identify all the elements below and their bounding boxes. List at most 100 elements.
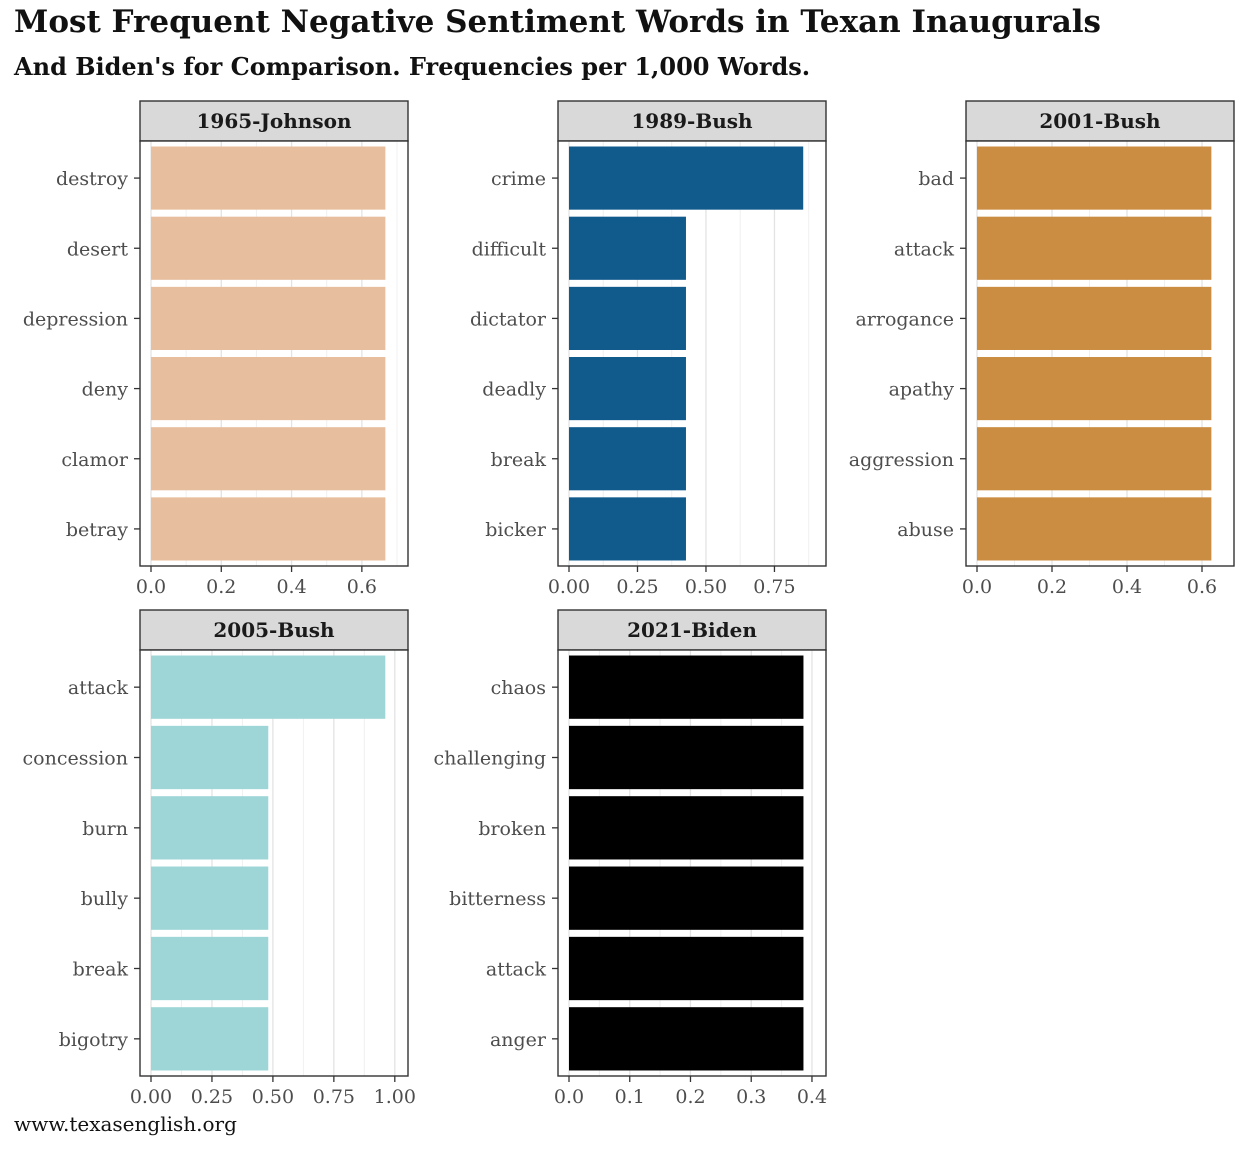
- x-tick-label: 0.2: [1037, 576, 1067, 598]
- x-tick-label: 0.0: [136, 576, 166, 598]
- y-tick-label: bicker: [485, 519, 547, 541]
- y-tick-label: deadly: [482, 379, 546, 401]
- bar: [569, 427, 686, 491]
- x-tick-label: 0.0: [554, 1086, 584, 1108]
- facet-strip: [557, 100, 827, 142]
- panel-border: [139, 649, 409, 1077]
- y-tick-label: bitterness: [449, 888, 546, 910]
- y-tick-label: crime: [491, 168, 546, 190]
- bar: [151, 725, 269, 790]
- y-tick-label: bad: [918, 168, 954, 190]
- bar: [569, 655, 804, 719]
- x-tick-label: 0.6: [1187, 576, 1217, 598]
- facet-panel: 1989-Bush crime difficult dictator deadly bre…: [470, 100, 827, 598]
- facet-strip: [557, 609, 827, 651]
- facet-strip-label: 2001-Bush: [1039, 109, 1161, 133]
- y-tick-label: attack: [894, 238, 955, 260]
- bar: [151, 497, 386, 561]
- facet-panel: 2021-Biden chaos challenging broken bitterne…: [434, 609, 827, 1108]
- panel-background: [966, 141, 1234, 566]
- bar: [151, 655, 386, 719]
- x-tick-label: 0.1: [615, 1086, 645, 1108]
- facet-strip: [139, 100, 409, 142]
- x-tick-label: 1.00: [374, 1086, 416, 1108]
- y-tick-label: concession: [23, 748, 128, 770]
- x-tick-label: 0.50: [252, 1086, 294, 1108]
- y-tick-label: clamor: [61, 449, 129, 471]
- y-tick-label: desert: [67, 238, 128, 260]
- x-tick-label: 0.0: [962, 576, 992, 598]
- bar: [977, 427, 1212, 491]
- x-tick-label: 0.00: [548, 576, 590, 598]
- y-tick-label: attack: [68, 677, 129, 699]
- bar: [569, 286, 686, 350]
- panel-background: [558, 141, 826, 566]
- bar: [151, 796, 269, 860]
- y-tick-label: bully: [81, 888, 129, 910]
- x-tick-label: 0.6: [347, 576, 377, 598]
- chart-title: Most Frequent Negative Sentiment Words i…: [14, 4, 1102, 40]
- bar: [569, 725, 804, 790]
- facet-strip-label: 2021-Biden: [627, 618, 757, 642]
- facet-strip-label: 1989-Bush: [631, 109, 753, 133]
- chart-caption: www.texasenglish.org: [14, 1112, 237, 1136]
- x-tick-label: 0.00: [130, 1086, 172, 1108]
- y-tick-label: attack: [486, 959, 547, 981]
- bar: [977, 497, 1212, 561]
- y-tick-label: difficult: [472, 238, 547, 260]
- y-tick-label: depression: [23, 308, 128, 330]
- x-tick-label: 0.3: [736, 1086, 766, 1108]
- x-tick-label: 0.4: [1112, 576, 1142, 598]
- y-tick-label: broken: [478, 818, 546, 840]
- x-tick-label: 0.50: [685, 576, 727, 598]
- y-tick-label: destroy: [56, 168, 128, 190]
- x-tick-label: 0.4: [276, 576, 306, 598]
- facet-panel: 2005-Bush attack concession burn bully break b…: [23, 609, 416, 1108]
- bar: [569, 216, 686, 280]
- bar: [977, 357, 1212, 421]
- bar: [977, 216, 1212, 280]
- facet-strip: [139, 609, 409, 651]
- bar: [151, 146, 386, 210]
- bar: [569, 497, 686, 561]
- bar: [151, 866, 269, 930]
- facet-panel: 1965-Johnson destroy desert depression deny c…: [23, 100, 409, 598]
- bar: [569, 866, 804, 930]
- bar: [151, 427, 386, 491]
- y-tick-label: abuse: [897, 519, 954, 541]
- panel-background: [140, 650, 408, 1076]
- panel-border: [557, 649, 827, 1077]
- x-tick-label: 0.25: [191, 1086, 233, 1108]
- x-tick-label: 0.75: [313, 1086, 355, 1108]
- bar: [977, 286, 1212, 350]
- facet-strip-label: 2005-Bush: [213, 618, 335, 642]
- x-tick-label: 0.2: [206, 576, 236, 598]
- y-tick-label: bigotry: [59, 1029, 129, 1051]
- y-tick-label: apathy: [889, 379, 955, 401]
- bar: [151, 1007, 269, 1071]
- chart-subtitle: And Biden's for Comparison. Frequencies …: [14, 52, 811, 81]
- y-tick-label: aggression: [849, 449, 954, 471]
- panel-border: [965, 140, 1235, 567]
- panel-background: [140, 141, 408, 566]
- bar: [977, 146, 1212, 210]
- bar: [569, 796, 804, 860]
- y-tick-label: burn: [82, 818, 128, 840]
- y-tick-label: chaos: [491, 677, 546, 699]
- facet-panel: 2001-Bush bad attack arrogance apathy aggress…: [849, 100, 1235, 598]
- bar: [569, 936, 804, 1001]
- bar: [569, 146, 804, 210]
- bar: [569, 1007, 804, 1071]
- bar: [151, 357, 386, 421]
- bar: [151, 286, 386, 350]
- y-tick-label: anger: [490, 1029, 547, 1051]
- y-tick-label: arrogance: [855, 308, 954, 330]
- y-tick-label: challenging: [434, 748, 546, 770]
- x-tick-label: 0.25: [616, 576, 658, 598]
- x-tick-label: 0.2: [675, 1086, 705, 1108]
- bar: [151, 216, 386, 280]
- bar: [151, 936, 269, 1001]
- x-tick-label: 0.4: [797, 1086, 827, 1108]
- y-tick-label: break: [491, 449, 547, 471]
